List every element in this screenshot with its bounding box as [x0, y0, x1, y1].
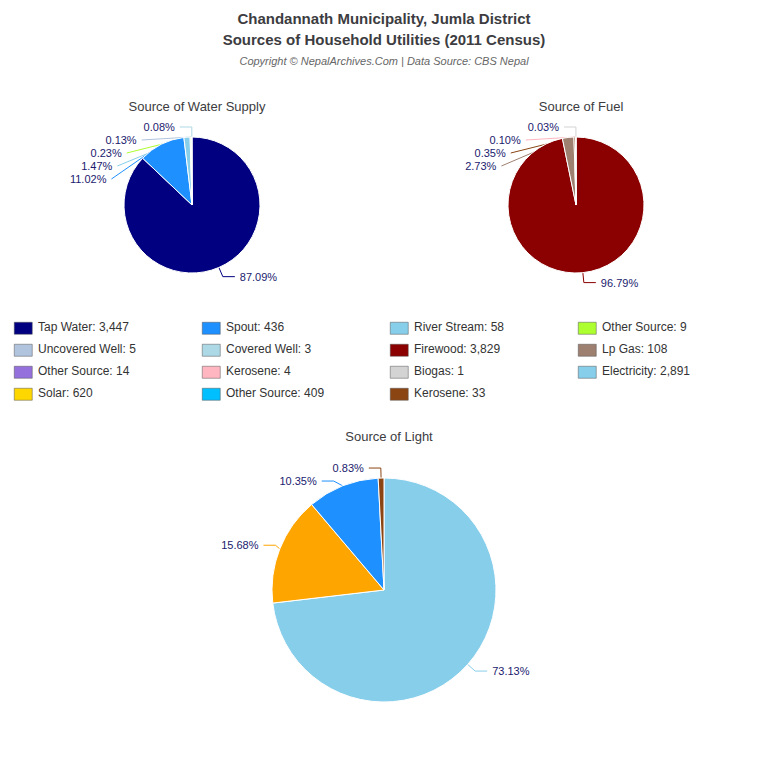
svg-text:Chandannath Municipality, Juml: Chandannath Municipality, Jumla District	[237, 10, 530, 27]
svg-text:Biogas: 1: Biogas: 1	[414, 364, 464, 378]
svg-text:11.02%: 11.02%	[70, 173, 107, 185]
svg-text:0.35%: 0.35%	[475, 147, 506, 159]
svg-text:0.13%: 0.13%	[105, 134, 136, 146]
svg-text:Solar: 620: Solar: 620	[38, 386, 93, 400]
svg-text:Covered Well: 3: Covered Well: 3	[226, 342, 311, 356]
svg-text:Tap Water: 3,447: Tap Water: 3,447	[38, 320, 129, 334]
svg-text:Source of Fuel: Source of Fuel	[539, 99, 624, 114]
svg-text:0.10%: 0.10%	[489, 134, 520, 146]
svg-text:Uncovered Well: 5: Uncovered Well: 5	[38, 342, 136, 356]
svg-text:0.23%: 0.23%	[91, 147, 122, 159]
svg-text:10.35%: 10.35%	[279, 475, 317, 487]
svg-text:Other Source: 14: Other Source: 14	[38, 364, 130, 378]
svg-text:Spout: 436: Spout: 436	[226, 320, 284, 334]
svg-text:Source of Water Supply: Source of Water Supply	[129, 99, 266, 114]
svg-text:0.08%: 0.08%	[144, 121, 175, 133]
svg-text:Copyright © NepalArchives.Com: Copyright © NepalArchives.Com | Data Sou…	[239, 55, 529, 67]
svg-text:Electricity: 2,891: Electricity: 2,891	[602, 364, 690, 378]
svg-text:Kerosene: 4: Kerosene: 4	[226, 364, 291, 378]
svg-text:0.83%: 0.83%	[333, 462, 364, 474]
svg-text:Firewood: 3,829: Firewood: 3,829	[414, 342, 500, 356]
svg-text:River Stream: 58: River Stream: 58	[414, 320, 504, 334]
svg-text:0.03%: 0.03%	[528, 121, 559, 133]
svg-text:Other Source: 409: Other Source: 409	[226, 386, 324, 400]
svg-text:Kerosene: 33: Kerosene: 33	[414, 386, 486, 400]
svg-text:2.73%: 2.73%	[465, 160, 496, 172]
svg-text:Lp Gas: 108: Lp Gas: 108	[602, 342, 668, 356]
svg-text:Source of Light: Source of Light	[345, 429, 433, 444]
svg-text:87.09%: 87.09%	[240, 271, 278, 283]
svg-text:73.13%: 73.13%	[492, 665, 530, 677]
svg-text:96.79%: 96.79%	[601, 277, 639, 289]
svg-text:Other Source: 9: Other Source: 9	[602, 320, 687, 334]
svg-text:1.47%: 1.47%	[81, 160, 112, 172]
svg-text:15.68%: 15.68%	[221, 539, 259, 551]
svg-text:Sources of Household Utilities: Sources of Household Utilities (2011 Cen…	[223, 31, 546, 48]
